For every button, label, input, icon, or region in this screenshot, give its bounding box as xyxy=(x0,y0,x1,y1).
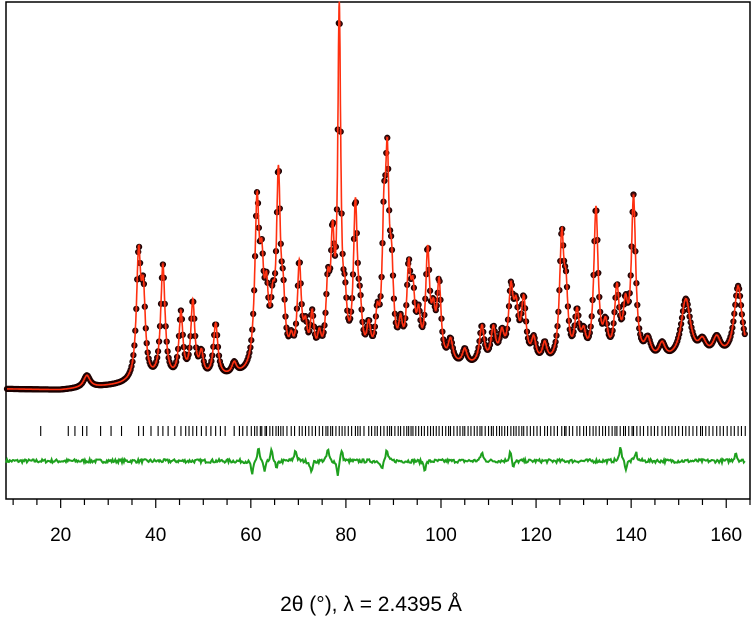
calculated-curve xyxy=(7,1,746,391)
x-tick-label: 40 xyxy=(145,525,166,546)
plot-frame xyxy=(5,1,751,500)
x-tick-label: 140 xyxy=(615,525,647,546)
x-tick-label: 100 xyxy=(425,525,457,546)
observed-data-group xyxy=(3,19,748,393)
difference-curve-group xyxy=(5,446,746,476)
difference-curve xyxy=(5,446,746,476)
x-tick-label: 20 xyxy=(50,525,71,546)
x-tick-label: 60 xyxy=(240,525,261,546)
x-axis: 20 40 60 80 100 120 140 160 xyxy=(12,499,751,546)
x-tick-label: 80 xyxy=(335,525,356,546)
x-tick-label: 120 xyxy=(520,525,552,546)
x-tick-label: 160 xyxy=(710,525,742,546)
x-axis-title: 2θ (°), λ = 2.4395 Å xyxy=(280,593,462,616)
reflection-markers xyxy=(40,426,746,436)
calculated-curve-group xyxy=(7,1,746,391)
